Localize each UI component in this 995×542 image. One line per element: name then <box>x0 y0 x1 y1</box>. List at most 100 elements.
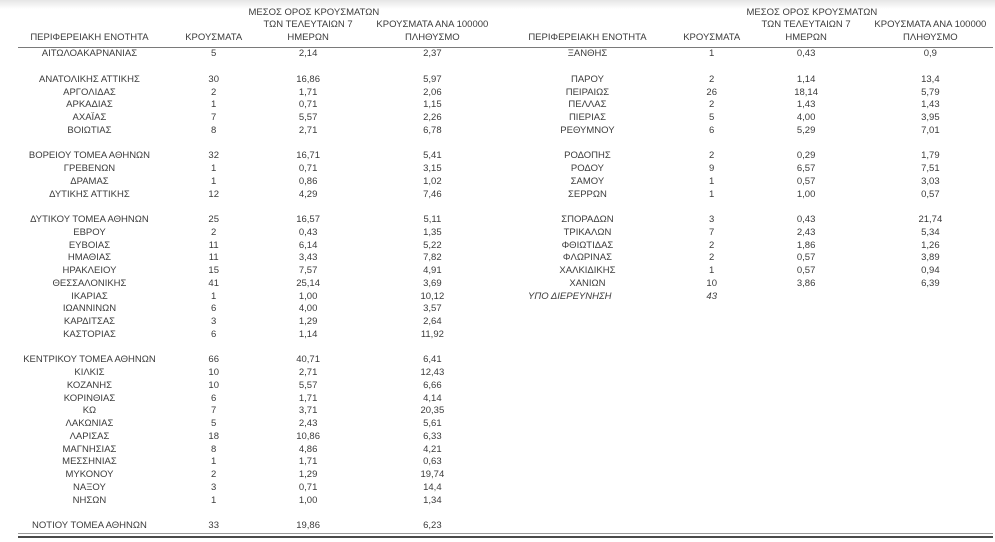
page-top-shadow <box>0 0 995 9</box>
cell-avg7-value: 0,43 <box>796 214 816 226</box>
cell-avg7-value: 10,86 <box>296 430 320 442</box>
cell-avg7-value: 0,86 <box>298 175 318 187</box>
column-header-cases-label: ΚΡΟΥΣΜΑΤΑ <box>185 31 243 43</box>
cell-cases-count: 11 <box>208 252 219 264</box>
cell-region-name: ΠΕΙΡΑΙΩΣ <box>565 86 610 98</box>
cell-region-name: ΣΕΡΡΩΝ <box>568 188 607 200</box>
cell-region-name: ΧΑΝΙΩΝ <box>569 277 606 289</box>
cell-per100k-value: 3,89 <box>921 252 940 264</box>
table-row: ΣΑΜΟΥ 1 0,57 3,03 <box>498 176 995 189</box>
table-row: ΤΡΙΚΑΛΩΝ 7 2,43 5,34 <box>498 227 995 240</box>
cell-region-name: ΛΑΚΩΝΙΑΣ <box>65 418 114 430</box>
cell-region-name: ΣΑΜΟΥ <box>570 175 605 187</box>
column-header-per100k-line1: ΚΡΟΥΣΜΑΤΑ ΑΝΑ 100000 <box>376 19 489 30</box>
table-row: ΒΟΡΕΙΟΥ ΤΟΜΕΑ ΑΘΗΝΩΝ 32 16,71 5,41 <box>0 150 497 163</box>
column-header-per100k: ΚΡΟΥΣΜΑΤΑ ΑΝΑ 100000 ΠΛΗΘΥΣΜΟ <box>368 19 497 47</box>
cell-avg7-value: 1,29 <box>298 316 318 328</box>
cell-per100k-value: 1,02 <box>423 175 442 187</box>
cell-per100k-value: 6,33 <box>423 430 442 442</box>
column-header-cases: ΚΡΟΥΣΜΑΤΑ <box>179 32 249 48</box>
cell-cases-count: 43 <box>706 290 717 302</box>
table-row: ΜΕΣΣΗΝΙΑΣ 1 1,71 0,63 <box>0 456 497 469</box>
table-row: ΔΥΤΙΚΟΥ ΤΟΜΕΑ ΑΘΗΝΩΝ 25 16,57 5,11 <box>0 214 497 227</box>
table-row: ΑΝΑΤΟΛΙΚΗΣ ΑΤΤΙΚΗΣ 30 16,86 5,97 <box>0 74 497 87</box>
column-header-region-label: ΠΕΡΙΦΕΡΕΙΑΚΗ ΕΝΟΤΗΤΑ <box>30 31 149 43</box>
cell-per100k-value: 3,03 <box>921 175 940 187</box>
cell-per100k-value: 7,51 <box>921 163 940 175</box>
cell-per100k-value: 4,21 <box>423 443 442 455</box>
table-row: ΥΠΟ ΔΙΕΡΕΥΝΗΣΗ 43 <box>498 290 995 303</box>
column-header-cases-label: ΚΡΟΥΣΜΑΤΑ <box>683 31 741 43</box>
cell-region-name: ΑΧΑΪΑΣ <box>72 112 107 124</box>
cell-avg7-value: 1,71 <box>298 456 318 468</box>
cell-cases-count: 32 <box>208 150 219 162</box>
cell-per100k-value: 5,61 <box>423 418 442 430</box>
cell-per100k-value: 10,12 <box>420 290 445 302</box>
column-header-per100k: ΚΡΟΥΣΜΑΤΑ ΑΝΑ 100000 ΠΛΗΘΥΣΜΟ <box>866 19 995 47</box>
column-header-avg7-line1: ΜΕΣΟΣ ΟΡΟΣ ΚΡΟΥΣΜΑΤΩΝ <box>746 6 878 18</box>
cell-region-name: ΠΑΡΟΥ <box>570 73 604 85</box>
table-row: ΧΑΝΙΩΝ 10 3,86 6,39 <box>498 278 995 291</box>
cell-cases-count: 7 <box>211 405 217 417</box>
cell-avg7-value: 40,71 <box>296 354 320 366</box>
cell-per100k-value: 6,39 <box>921 277 940 289</box>
cell-per100k-value: 1,43 <box>921 99 940 111</box>
cell-avg7-value: 1,43 <box>796 99 816 111</box>
cell-avg7-value: 16,86 <box>296 73 320 85</box>
cell-cases-count: 8 <box>211 124 217 136</box>
cell-per100k-value: 6,78 <box>423 124 442 136</box>
cell-avg7-value: 0,71 <box>298 163 318 175</box>
cell-per100k-value: 20,35 <box>420 405 445 417</box>
regional-cases-table-left: ΠΕΡΙΦΕΡΕΙΑΚΗ ΕΝΟΤΗΤΑ ΚΡΟΥΣΜΑΤΑ ΜΕΣΟΣ ΟΡΟ… <box>0 0 497 542</box>
cell-region-name: ΚΑΣΤΟΡΙΑΣ <box>63 328 116 340</box>
table-row: ΠΕΙΡΑΙΩΣ 26 18,14 5,79 <box>498 86 995 99</box>
cell-per100k-value: 7,01 <box>921 124 940 136</box>
table-row: ΝΟΤΙΟΥ ΤΟΜΕΑ ΑΘΗΝΩΝ 33 19,86 6,23 <box>0 520 497 533</box>
cell-per100k-value: 6,41 <box>423 354 442 366</box>
cell-cases-count: 2 <box>211 469 217 481</box>
table-row: ΔΡΑΜΑΣ 1 0,86 1,02 <box>0 176 497 189</box>
cell-avg7-value: 1,86 <box>796 239 816 251</box>
cell-region-name: ΜΑΓΝΗΣΙΑΣ <box>62 443 117 455</box>
cell-per100k-value: 11,92 <box>420 328 444 340</box>
cell-cases-count: 1 <box>709 265 715 277</box>
cell-per100k-value: 0,9 <box>923 48 937 60</box>
cell-region-name: ΠΙΕΡΙΑΣ <box>568 112 606 124</box>
cell-region-name: ΓΡΕΒΕΝΩΝ <box>63 163 116 175</box>
cell-avg7-value: 16,57 <box>296 214 320 226</box>
cell-region-name: ΞΑΝΘΗΣ <box>567 48 608 60</box>
table-row: ΡΟΔΟΥ 9 6,57 7,51 <box>498 163 995 176</box>
cell-region-name: ΚΩ <box>82 405 97 417</box>
column-header-avg7-line2: ΤΩΝ ΤΕΛΕΥΤΑΙΩΝ 7 <box>263 19 353 30</box>
cell-region-name: ΡΕΘΥΜΝΟΥ <box>560 124 615 136</box>
cell-cases-count: 6 <box>709 124 715 136</box>
cell-region-name: ΜΕΣΣΗΝΙΑΣ <box>62 456 117 468</box>
cell-cases-count: 2 <box>709 150 715 162</box>
cell-region-name: ΙΩΑΝΝΙΝΩΝ <box>62 303 117 315</box>
cell-cases-count: 41 <box>208 277 219 289</box>
cell-cases-count: 30 <box>208 73 219 85</box>
cell-avg7-value: 4,00 <box>796 112 816 124</box>
cell-region-name: ΚΙΛΚΙΣ <box>74 367 105 379</box>
cell-per100k-value: 14,4 <box>423 481 442 493</box>
column-header-avg7-line3: ΗΜΕΡΩΝ <box>287 31 329 43</box>
table-row: ΦΛΩΡΙΝΑΣ 2 0,57 3,89 <box>498 252 995 265</box>
cell-cases-count: 1 <box>211 163 217 175</box>
table-row <box>0 341 497 354</box>
cell-per100k-value: 0,94 <box>921 265 940 277</box>
column-header-per100k-line2: ΠΛΗΘΥΣΜΟ <box>903 31 958 43</box>
cell-avg7-value: 0,29 <box>796 150 816 162</box>
cell-cases-count: 5 <box>211 48 217 60</box>
cell-avg7-value: 4,86 <box>298 443 318 455</box>
cell-cases-count: 8 <box>211 443 217 455</box>
cell-per100k-value: 1,26 <box>921 239 940 251</box>
cell-avg7-value: 19,86 <box>296 520 320 532</box>
cell-avg7-value: 0,43 <box>796 48 816 60</box>
cell-per100k-value: 7,46 <box>423 188 442 200</box>
table-row: ΦΘΙΩΤΙΔΑΣ 2 1,86 1,26 <box>498 239 995 252</box>
cell-cases-count: 10 <box>208 379 219 391</box>
cell-avg7-value: 2,43 <box>796 226 816 238</box>
cell-region-name: ΣΠΟΡΑΔΩΝ <box>561 214 614 226</box>
table-row: ΠΑΡΟΥ 2 1,14 13,4 <box>498 74 995 87</box>
table-header-left: ΠΕΡΙΦΕΡΕΙΑΚΗ ΕΝΟΤΗΤΑ ΚΡΟΥΣΜΑΤΑ ΜΕΣΟΣ ΟΡΟ… <box>0 0 497 47</box>
